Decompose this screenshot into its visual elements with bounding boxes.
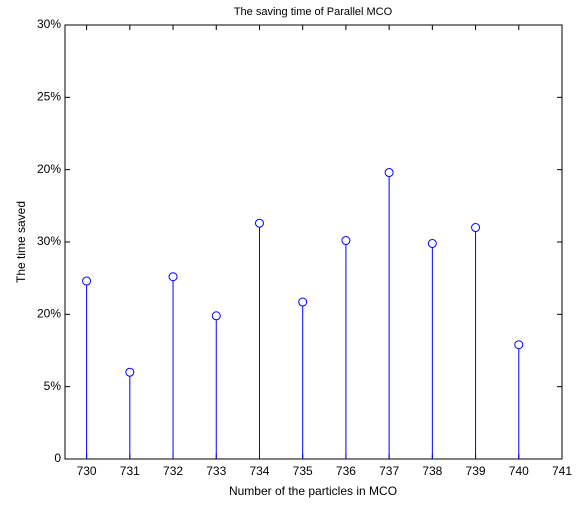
x-tick-label: 737 bbox=[379, 464, 399, 478]
stem-marker bbox=[384, 168, 394, 178]
y-tick-label: 30% bbox=[37, 234, 61, 248]
x-tick-label: 741 bbox=[552, 464, 572, 478]
x-tick-label: 738 bbox=[422, 464, 442, 478]
stem-marker bbox=[254, 218, 264, 228]
x-tick-label: 733 bbox=[206, 464, 226, 478]
x-tick-label: 731 bbox=[120, 464, 140, 478]
x-tick-label: 740 bbox=[509, 464, 529, 478]
y-tick-label: 20% bbox=[37, 162, 61, 176]
stem-marker bbox=[125, 367, 135, 377]
stem-marker bbox=[427, 238, 437, 248]
x-tick-label: 739 bbox=[466, 464, 486, 478]
x-axis-label: Number of the particles in MCO bbox=[229, 484, 397, 498]
chart-title: The saving time of Parallel MCO bbox=[234, 6, 393, 18]
x-tick-label: 730 bbox=[77, 464, 97, 478]
stem-marker bbox=[471, 223, 481, 233]
plot-frame bbox=[64, 24, 563, 460]
x-tick-label: 735 bbox=[293, 464, 313, 478]
stem-marker bbox=[514, 340, 524, 350]
x-tick-label: 736 bbox=[336, 464, 356, 478]
x-tick-label: 734 bbox=[249, 464, 269, 478]
y-tick-label: 30% bbox=[37, 17, 61, 31]
stem-marker bbox=[298, 297, 308, 307]
stem-marker bbox=[168, 272, 178, 282]
x-tick-label: 732 bbox=[163, 464, 183, 478]
y-tick-label: 0 bbox=[54, 451, 61, 465]
y-tick-label: 25% bbox=[37, 90, 61, 104]
stem-marker bbox=[211, 311, 221, 321]
stem-marker bbox=[341, 236, 351, 246]
y-tick-label: 5% bbox=[44, 379, 62, 393]
stem-marker bbox=[82, 276, 92, 286]
y-tick-label: 20% bbox=[37, 307, 61, 321]
y-axis-label: The time saved bbox=[14, 201, 28, 283]
